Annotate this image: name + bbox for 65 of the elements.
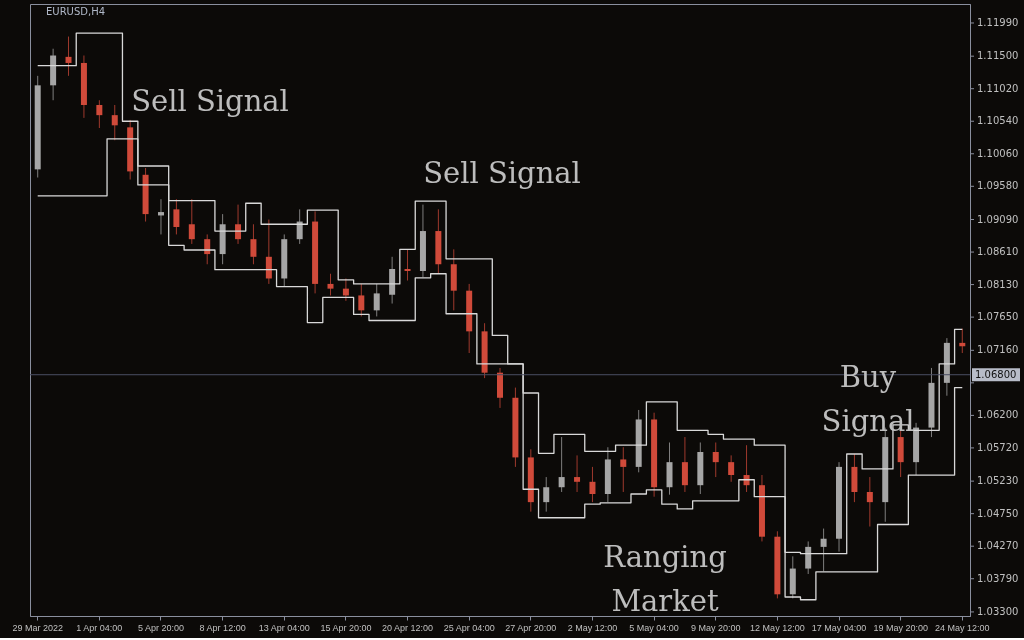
candlestick [96, 99, 103, 129]
y-tick-label: 1.11020 [977, 82, 1019, 94]
annotation: Sell Signal [423, 156, 581, 190]
y-tick-label: 1.03300 [977, 605, 1019, 617]
x-tick-label: 5 May 04:00 [629, 622, 679, 633]
y-tick-label: 1.06200 [977, 409, 1019, 421]
y-tick-label: 1.05230 [977, 475, 1019, 487]
x-tick-label: 9 May 20:00 [690, 622, 741, 633]
y-tick-label: 1.09090 [977, 213, 1019, 225]
y-tick-label: 1.04750 [977, 507, 1019, 519]
x-tick-label: 19 May 20:00 [873, 622, 928, 633]
candlestick [712, 442, 719, 478]
candlestick [728, 454, 735, 483]
x-tick-label: 8 Apr 12:00 [199, 622, 246, 633]
y-tick-label: 1.05720 [977, 441, 1019, 453]
candlestick [111, 104, 118, 141]
ref-line-label: 1.06800 [975, 368, 1017, 380]
x-tick-label: 20 Apr 12:00 [382, 622, 434, 633]
annotation: Buy Signal [821, 360, 915, 438]
candlestick [589, 466, 596, 503]
x-tick-label: 27 Apr 20:00 [505, 622, 557, 633]
y-tick-label: 1.09580 [977, 180, 1019, 192]
candlestick [358, 283, 365, 317]
candlestick [959, 328, 966, 354]
x-tick-label: 2 May 12:00 [567, 622, 618, 633]
candlestick [620, 446, 627, 493]
candlestick [250, 223, 257, 265]
x-tick-label: 29 Mar 2022 [12, 622, 63, 633]
y-tick-label: 1.10060 [977, 147, 1019, 159]
candlestick [188, 198, 195, 245]
y-tick-label: 1.04270 [977, 540, 1019, 552]
candlestick [65, 36, 72, 77]
x-tick-label: 1 Apr 04:00 [76, 622, 123, 633]
candlestick [543, 476, 550, 513]
candlestick [327, 273, 334, 296]
x-tick-label: 24 May 12:00 [935, 622, 990, 633]
candlestick [866, 476, 873, 528]
candlestick [157, 198, 164, 235]
annotation: Ranging Market [603, 540, 727, 618]
candlestick [574, 454, 581, 493]
x-tick-label: 25 Apr 04:00 [443, 622, 495, 633]
candlestick [265, 219, 272, 285]
candlestick [296, 208, 303, 245]
candlestick [558, 436, 565, 493]
chart-title: EURUSD,H4 [46, 6, 106, 17]
y-tick-label: 1.03790 [977, 572, 1019, 584]
x-tick-label: 17 May 04:00 [811, 622, 867, 633]
y-tick-label: 1.10540 [977, 115, 1019, 127]
y-tick-label: 1.07160 [977, 344, 1019, 356]
candlestick [173, 198, 180, 235]
y-tick-label: 1.08130 [977, 278, 1019, 290]
candlestick [404, 248, 411, 282]
candlestick [820, 528, 827, 572]
x-tick-label: 5 Apr 20:00 [137, 622, 185, 633]
y-tick-label: 1.11990 [977, 16, 1019, 28]
candlestick [373, 283, 380, 317]
x-tick-label: 15 Apr 20:00 [320, 622, 372, 633]
candlestick [681, 436, 688, 493]
annotation: Sell Signal [131, 84, 289, 118]
candlestick [805, 540, 812, 575]
x-tick-label: 13 Apr 04:00 [258, 622, 310, 633]
x-tick-label: 12 May 12:00 [750, 622, 805, 633]
y-tick-label: 1.11500 [977, 50, 1019, 62]
y-tick-label: 1.07650 [977, 311, 1019, 323]
y-tick-label: 1.08610 [977, 246, 1019, 258]
